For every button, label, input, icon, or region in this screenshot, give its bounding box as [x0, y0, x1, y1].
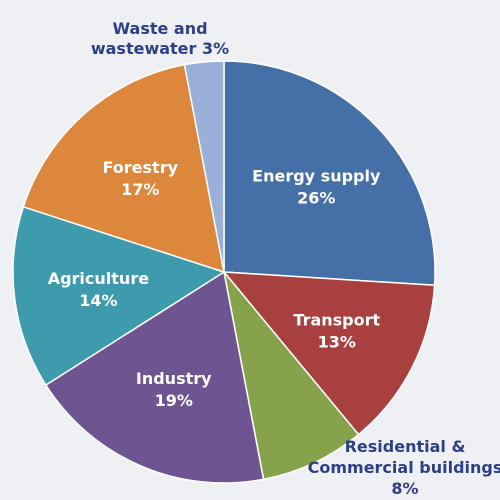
slice-label-residential-commercial-buildings: Residential & Commercial buildings 8% — [308, 437, 500, 498]
pie-slice-forestry — [22, 63, 225, 274]
slice-label-energy-supply: Energy supply 26% — [252, 166, 381, 207]
slice-label-forestry: Forestry 17% — [103, 158, 179, 199]
slice-label-industry: Industry 19% — [136, 369, 212, 410]
slice-label-agriculture: Agriculture 14% — [48, 269, 150, 310]
pie-slice-waste-and-wastewater — [183, 60, 225, 273]
pie-slice-industry — [44, 270, 265, 484]
pie-slice-transport — [222, 271, 436, 436]
slice-label-waste-and-wastewater: Waste and wastewater 3% — [91, 19, 229, 58]
pie-slice-energy-supply — [223, 60, 436, 287]
pie-slice-agriculture — [12, 205, 226, 387]
pie-slice-residential-commercial-buildings — [223, 271, 360, 481]
slice-label-transport: Transport 13% — [293, 310, 380, 351]
